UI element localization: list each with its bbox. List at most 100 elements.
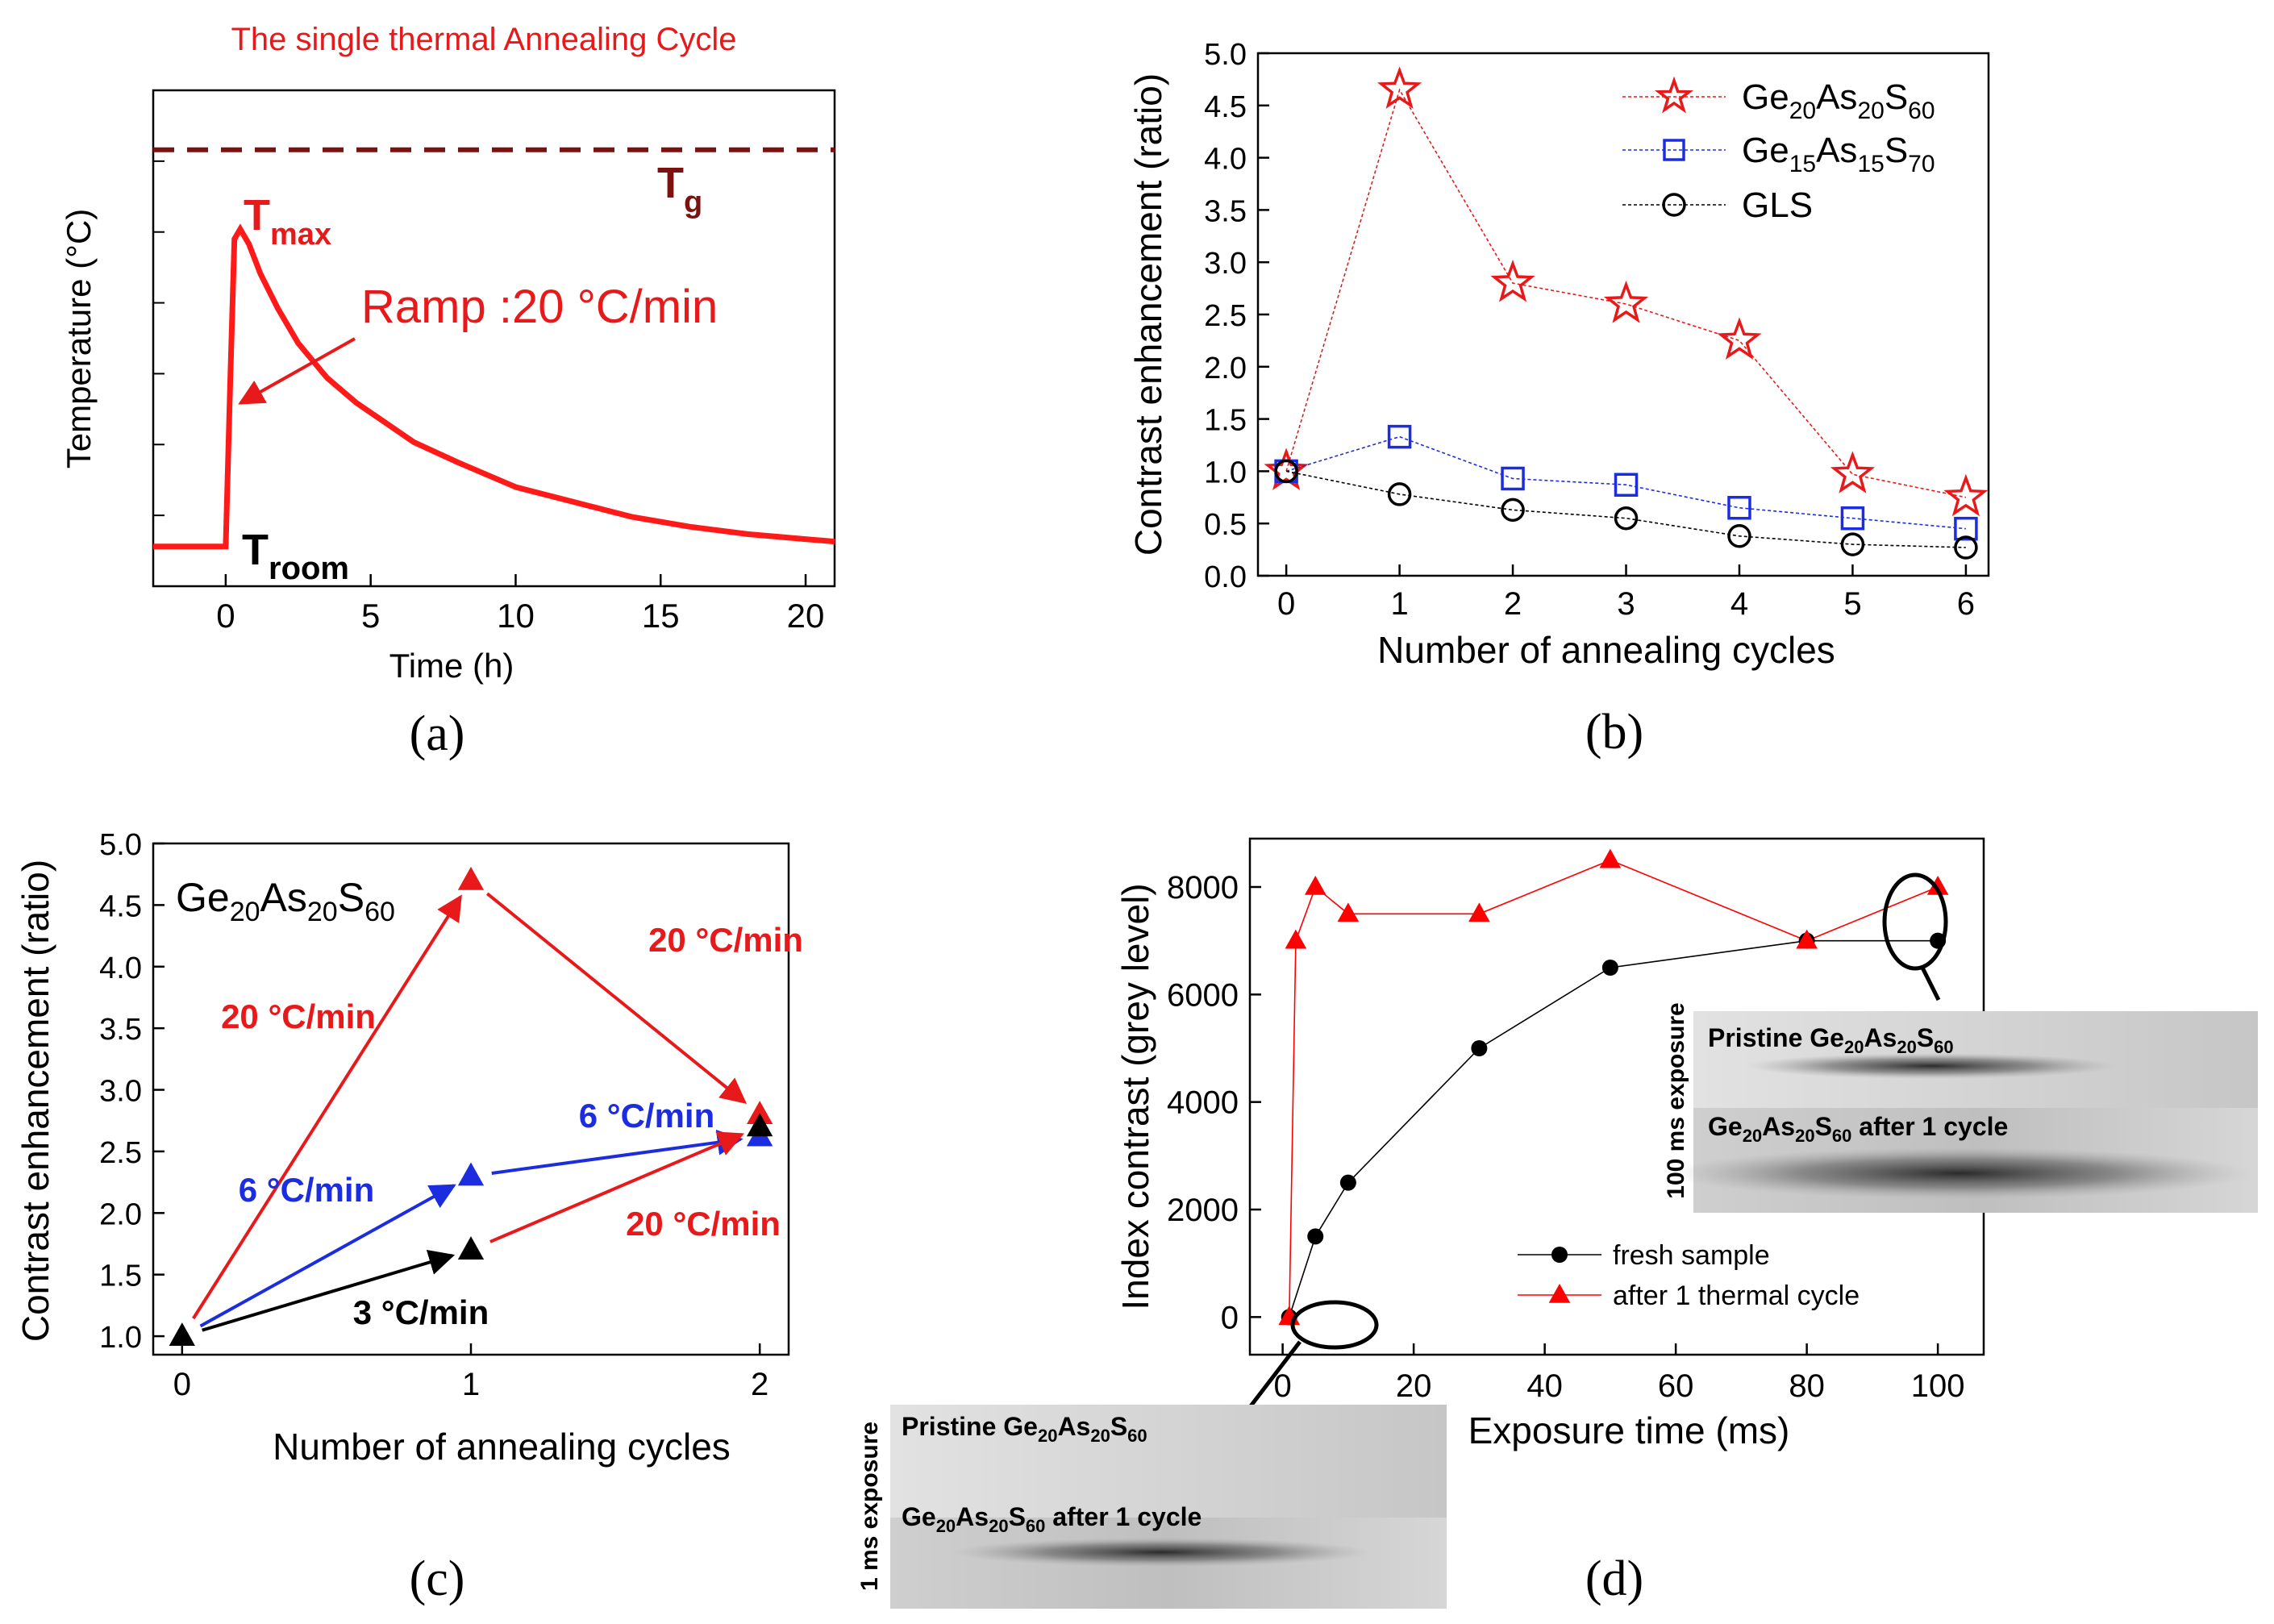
panel-d-highlight-1ms bbox=[1290, 1300, 1379, 1350]
subscript: 20 bbox=[1038, 1426, 1057, 1446]
data-point-triangle bbox=[747, 1101, 773, 1124]
data-point-star bbox=[1830, 451, 1876, 493]
y-tick-label: 4.0 bbox=[99, 951, 142, 985]
x-tick-label: 15 bbox=[642, 597, 680, 635]
y-tick-label: 2000 bbox=[1167, 1193, 1239, 1228]
data-point-triangle bbox=[1468, 902, 1490, 922]
data-point-square bbox=[1727, 496, 1751, 520]
data-point-triangle bbox=[1796, 929, 1818, 949]
data-point-triangle bbox=[747, 1113, 773, 1137]
text-part: Ge bbox=[1742, 77, 1789, 117]
rate-arrow bbox=[202, 1249, 456, 1332]
data-point-triangle bbox=[1337, 902, 1360, 922]
panel-c-points bbox=[169, 866, 773, 1346]
legend-marker-circle bbox=[1662, 193, 1686, 217]
rate-label: 6 °C/min bbox=[239, 1171, 375, 1209]
inset-100ms-caption-pristine: Pristine Ge20As20S60 bbox=[1708, 1023, 1954, 1057]
panel-a-plot-frame bbox=[152, 89, 836, 588]
subscript: 60 bbox=[1832, 1126, 1851, 1146]
panel-b-ticks: 0.0 0.5 1.0 1.5 2.0 2.5 3.0 3.5 4.0 4.5 5.0 0 1 2 3 4 5 6 bbox=[1204, 38, 1975, 622]
text-part: Ge bbox=[902, 1502, 936, 1531]
subscript: 20 bbox=[1897, 1037, 1916, 1057]
panel-a-troom-main: T bbox=[242, 526, 269, 574]
rate-arrow bbox=[491, 1129, 743, 1175]
subscript: 20 bbox=[1090, 1426, 1110, 1446]
rate-label: 3 °C/min bbox=[353, 1293, 489, 1331]
panel-a-ylabel: Temperature (°C) bbox=[60, 209, 98, 469]
data-point-circle bbox=[1307, 1228, 1324, 1245]
data-point-star bbox=[1717, 317, 1762, 360]
panel-a-tg-label: Tg bbox=[657, 159, 702, 219]
data-point-square bbox=[1614, 473, 1639, 497]
data-point-triangle bbox=[1285, 929, 1307, 949]
x-tick-label: 10 bbox=[497, 597, 535, 635]
panel-d-legend: fresh sample after 1 thermal cycle bbox=[1518, 1240, 1860, 1311]
text-part: after 1 cycle bbox=[1045, 1502, 1202, 1531]
rate-arrow bbox=[199, 1184, 456, 1328]
y-tick-label: 2.5 bbox=[99, 1136, 142, 1170]
panel-d-ylabel: Index contrast (grey level) bbox=[1114, 883, 1156, 1310]
inset-1ms-streak bbox=[952, 1538, 1371, 1567]
series-line bbox=[1289, 859, 1939, 1318]
panel-a-tmax-main: T bbox=[244, 191, 270, 239]
panel-d-ticks: 0 2000 4000 6000 8000 0 20 40 60 80 100 bbox=[1167, 870, 1964, 1404]
y-tick-label: 3.5 bbox=[1204, 194, 1247, 228]
x-tick-label: 1 bbox=[462, 1367, 480, 1402]
y-tick-label: 0.5 bbox=[1204, 508, 1247, 542]
y-tick-label: 3.0 bbox=[99, 1075, 142, 1109]
text-part: Ge bbox=[1708, 1112, 1743, 1141]
text-part: S bbox=[1917, 1023, 1934, 1052]
x-tick-label: 6 bbox=[1957, 586, 1975, 622]
y-tick-label: 0 bbox=[1221, 1300, 1239, 1335]
panel-a-title: The single thermal Annealing Cycle bbox=[231, 22, 736, 57]
x-tick-label: 2 bbox=[751, 1367, 768, 1402]
text-part: Pristine Ge bbox=[1708, 1023, 1844, 1052]
text-part: S bbox=[1009, 1502, 1026, 1531]
rate-label: 20 °C/min bbox=[221, 997, 376, 1035]
inset-1ms-caption-pristine: Pristine Ge20As20S60 bbox=[902, 1412, 1147, 1446]
panel-d-inset-1ms: Pristine Ge20As20S60 Ge20As20S60 after 1… bbox=[856, 1405, 1447, 1609]
panel-a-tg-sub: g bbox=[684, 185, 702, 219]
text-part: S bbox=[338, 875, 364, 920]
panel-a-ramp-arrow bbox=[238, 337, 356, 405]
panel-c-ticks: 1.0 1.5 2.0 2.5 3.0 3.5 4.0 4.5 5.0 0 1 2 bbox=[99, 828, 768, 1402]
panel-a-tmax-sub: max bbox=[270, 218, 331, 252]
panel-b-ylabel: Contrast enhancement (ratio) bbox=[1127, 73, 1169, 556]
rate-label: 6 °C/min bbox=[579, 1097, 715, 1135]
y-tick-label: 1.5 bbox=[1204, 404, 1247, 438]
panel-a-curve bbox=[153, 223, 835, 550]
text-part: S bbox=[1885, 131, 1908, 170]
text-part: As bbox=[1816, 131, 1857, 170]
panel-a-xlabel: Time (h) bbox=[389, 647, 514, 685]
data-point-circle bbox=[1840, 532, 1865, 556]
subscript: 20 bbox=[307, 897, 338, 927]
text-part: S bbox=[1815, 1112, 1832, 1141]
data-point-triangle bbox=[457, 1236, 485, 1260]
x-tick-label: 4 bbox=[1730, 586, 1748, 622]
y-tick-label: 2.0 bbox=[99, 1197, 142, 1231]
text-part: As bbox=[1864, 1023, 1897, 1052]
panel-a-troom-sub: room bbox=[269, 551, 349, 586]
series-line-GLS bbox=[1285, 470, 1966, 548]
subscript: 20 bbox=[1789, 98, 1816, 124]
inset-100ms-upper-streak bbox=[1746, 1053, 2117, 1079]
y-tick-label: 1.0 bbox=[1204, 456, 1247, 489]
legend-marker-square bbox=[1663, 139, 1685, 161]
subscript: 70 bbox=[1908, 151, 1935, 177]
text-part: Ge bbox=[1742, 131, 1789, 170]
legend-label: fresh sample bbox=[1613, 1240, 1770, 1271]
panel-d-series bbox=[1278, 848, 1949, 1326]
panel-a-tmax-label: Tmax bbox=[244, 191, 331, 252]
panel-b-xlabel: Number of annealing cycles bbox=[1377, 629, 1835, 671]
panel-c: 1.0 1.5 2.0 2.5 3.0 3.5 4.0 4.5 5.0 0 1 2 20 °C/min… bbox=[15, 828, 803, 1606]
panel-d-highlight-100ms bbox=[1882, 872, 1948, 971]
x-tick-label: 1 bbox=[1390, 586, 1408, 622]
data-point-circle bbox=[1339, 1174, 1356, 1191]
y-tick-label: 2.5 bbox=[1204, 299, 1247, 333]
text-part: Pristine Ge bbox=[902, 1412, 1038, 1441]
text-part: S bbox=[1110, 1412, 1127, 1441]
y-tick-label: 4.5 bbox=[1204, 90, 1247, 124]
text-part: S bbox=[1885, 77, 1908, 117]
